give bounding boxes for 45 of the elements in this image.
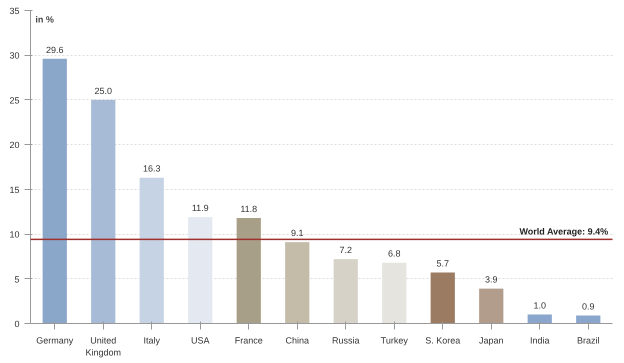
bar <box>42 58 67 324</box>
bar <box>430 272 455 324</box>
bar <box>479 288 504 324</box>
x-tick-label: Germany <box>36 336 74 346</box>
y-tick-label: 15 <box>9 184 20 195</box>
x-tick-label: France <box>234 336 263 346</box>
data-label: 1.0 <box>533 300 546 311</box>
bar <box>334 259 358 324</box>
x-tick-label: S. Korea <box>425 336 460 346</box>
bar <box>91 100 116 324</box>
bar <box>236 218 261 324</box>
x-tick-label: Russia <box>332 336 360 346</box>
data-label: 11.9 <box>192 203 209 214</box>
x-tick-label: India <box>530 336 550 346</box>
y-tick-label: 10 <box>9 230 20 240</box>
data-label: 25.0 <box>94 86 112 96</box>
y-tick-label: 5 <box>14 274 20 284</box>
x-tick-label: Turkey <box>380 336 408 346</box>
ref-line-label: World Average: 9.4% <box>519 226 608 236</box>
y-axis-title: in % <box>35 14 54 24</box>
data-label: 7.2 <box>339 245 352 256</box>
y-tick-label: 0 <box>14 319 20 329</box>
data-label: 11.8 <box>240 204 258 214</box>
x-tick-label: USA <box>190 336 210 346</box>
x-tick-label: Brazil <box>577 336 600 346</box>
data-label: 5.7 <box>436 258 450 269</box>
y-tick-label: 30 <box>9 50 20 61</box>
x-tick-label: Italy <box>143 336 161 346</box>
y-tick-label: 25 <box>9 95 20 106</box>
data-label: 16.3 <box>142 164 161 174</box>
bar <box>285 242 310 324</box>
data-label: 9.1 <box>290 228 304 238</box>
x-tick-label: Japan <box>478 336 504 346</box>
bar <box>576 315 600 324</box>
bar <box>140 178 164 324</box>
bar <box>528 314 552 324</box>
data-label: 29.6 <box>46 44 64 55</box>
bar <box>188 217 212 324</box>
x-tick-label: China <box>285 336 310 346</box>
data-label: 0.9 <box>582 301 595 312</box>
y-tick-label: 35 <box>9 6 20 16</box>
y-tick-label: 20 <box>9 140 20 150</box>
data-label: 6.8 <box>388 248 401 259</box>
data-label: 3.9 <box>484 274 498 285</box>
x-tick-label: United Kingdom <box>85 336 122 358</box>
